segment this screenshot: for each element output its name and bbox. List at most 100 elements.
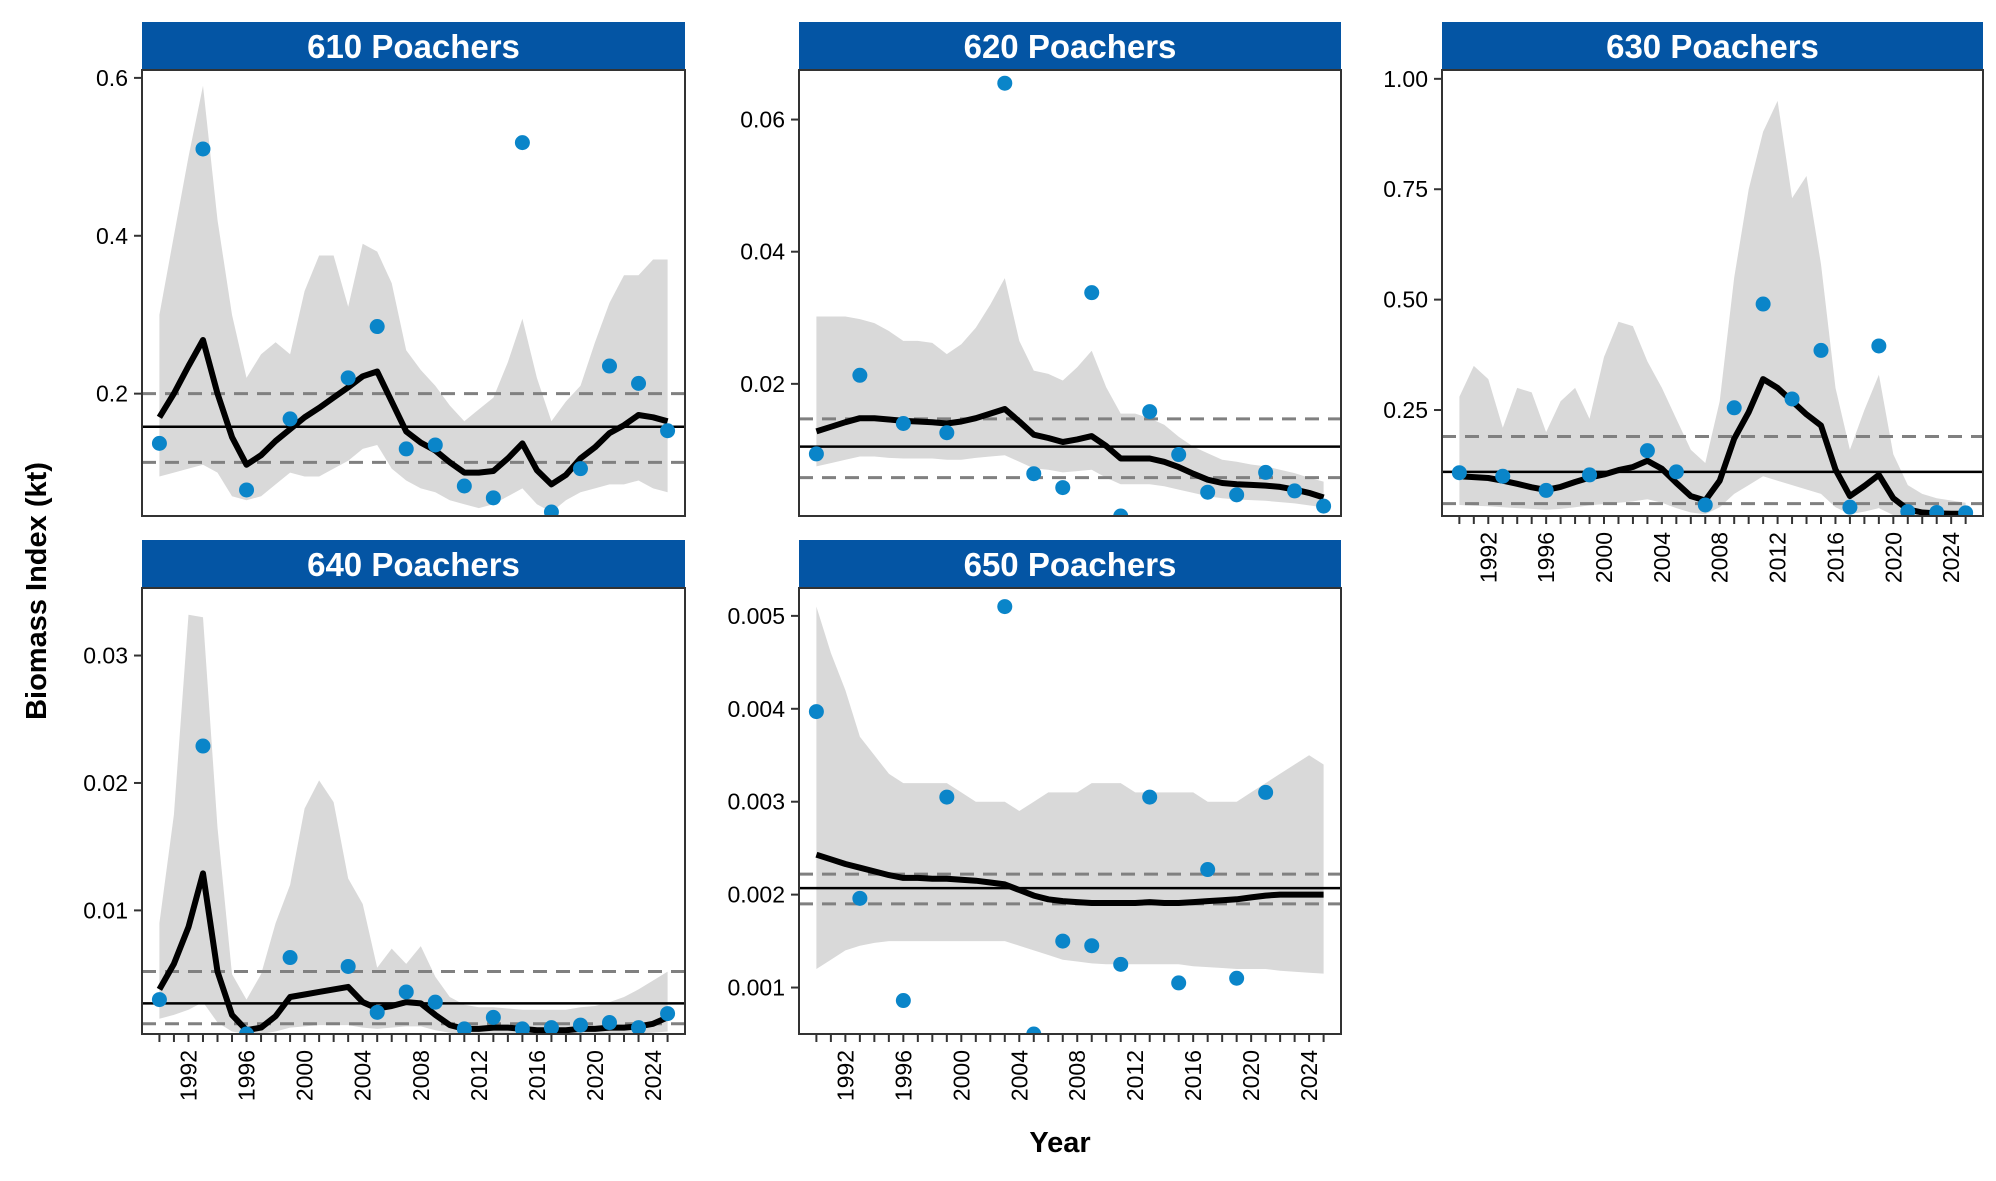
observed-biomass-point xyxy=(340,958,356,974)
observed-biomass-point xyxy=(1726,400,1742,416)
panel-border xyxy=(798,587,1342,1035)
observed-biomass-point xyxy=(1142,404,1158,420)
confidence-ribbon xyxy=(816,606,1324,974)
observed-biomass-point xyxy=(1200,484,1216,500)
observed-biomass-point xyxy=(1451,465,1467,481)
observed-biomass-point xyxy=(660,1006,676,1022)
observed-biomass-point xyxy=(1258,464,1274,480)
observed-biomass-point xyxy=(1084,285,1100,301)
panel-title: 620 Poachers xyxy=(964,28,1177,65)
observed-biomass-point xyxy=(1842,499,1858,515)
x-tick-label: 2020 xyxy=(1880,532,1906,583)
observed-biomass-point xyxy=(543,504,559,516)
observed-biomass-point xyxy=(808,704,824,720)
x-tick-label: 1996 xyxy=(1533,532,1559,583)
observed-biomass-point xyxy=(1813,342,1829,358)
x-tick-label: 2024 xyxy=(640,1050,666,1101)
x-tick-label: 2000 xyxy=(948,1050,974,1101)
observed-biomass-point xyxy=(485,1009,501,1025)
observed-biomass-point xyxy=(1784,391,1800,407)
y-tick-label: 0.04 xyxy=(740,239,785,265)
observed-biomass-point xyxy=(456,478,472,494)
observed-biomass-point xyxy=(369,319,385,335)
observed-biomass-point xyxy=(1171,975,1187,991)
observed-biomass-point xyxy=(340,370,356,386)
observed-biomass-point xyxy=(1084,938,1100,954)
panel-640: 640 Poachers 0.01 0.02 0.03 1992 1996 2000 2004… xyxy=(83,540,686,1101)
y-tick-label: 1.00 xyxy=(1383,66,1428,92)
panel-title: 650 Poachers xyxy=(964,546,1177,583)
panel-620: 620 Poachers 0.02 0.04 0.06 xyxy=(740,22,1342,517)
fitted-biomass-line xyxy=(815,851,1324,906)
x-tick-label: 2020 xyxy=(1238,1050,1264,1101)
observed-biomass-point xyxy=(572,461,588,477)
strip-background xyxy=(142,540,685,588)
observed-biomass-point xyxy=(239,482,255,498)
observed-biomass-point xyxy=(1538,482,1554,498)
panel-title: 630 Poachers xyxy=(1606,28,1819,65)
plot-area xyxy=(799,599,1341,1034)
observed-biomass-point xyxy=(1026,466,1042,482)
observed-biomass-point xyxy=(1316,498,1332,514)
plot-area xyxy=(799,75,1341,516)
y-tick-label: 0.02 xyxy=(83,770,128,796)
observed-biomass-point xyxy=(939,789,955,805)
observed-biomass-point xyxy=(852,890,868,906)
observed-biomass-point xyxy=(1171,447,1187,463)
x-tick-label: 2004 xyxy=(1006,1050,1032,1101)
observed-biomass-point xyxy=(602,1015,618,1031)
panel-border xyxy=(1441,69,1984,517)
y-tick-label: 0.25 xyxy=(1383,397,1428,423)
y-tick-label: 0.003 xyxy=(727,789,785,815)
observed-biomass-point xyxy=(282,411,298,427)
y-tick-label: 0.004 xyxy=(727,696,785,722)
observed-biomass-point xyxy=(1495,468,1511,484)
observed-biomass-point xyxy=(239,1026,255,1034)
panel-title: 640 Poachers xyxy=(307,546,520,583)
plot-area xyxy=(142,614,685,1034)
x-tick-label: 1992 xyxy=(175,1050,201,1101)
observed-biomass-point xyxy=(543,1020,559,1034)
observed-biomass-point xyxy=(572,1017,588,1033)
observed-biomass-point xyxy=(427,994,443,1010)
x-tick-label: 2008 xyxy=(408,1050,434,1101)
y-tick-label: 0.06 xyxy=(740,107,785,133)
confidence-ribbon xyxy=(159,85,668,513)
y-tick-label: 0.03 xyxy=(83,643,128,669)
confidence-ribbon xyxy=(159,614,668,1034)
y-tick-label: 0.02 xyxy=(740,371,785,397)
fitted-biomass-line xyxy=(156,337,669,488)
strip-background xyxy=(799,22,1341,70)
observed-biomass-point xyxy=(1697,497,1713,513)
observed-biomass-point xyxy=(1258,784,1274,800)
observed-biomass-point xyxy=(1871,338,1887,354)
x-tick-label: 2008 xyxy=(1064,1050,1090,1101)
confidence-ribbon xyxy=(816,278,1324,508)
x-tick-label: 1996 xyxy=(890,1050,916,1101)
x-tick-label: 2012 xyxy=(466,1050,492,1101)
observed-biomass-point xyxy=(485,490,501,506)
observed-biomass-point xyxy=(631,375,647,391)
x-tick-label: 2016 xyxy=(1180,1050,1206,1101)
x-tick-label: 2012 xyxy=(1765,532,1791,583)
observed-biomass-point xyxy=(398,984,414,1000)
plot-area xyxy=(1442,100,1983,516)
x-tick-label: 2000 xyxy=(292,1050,318,1101)
panel-title: 610 Poachers xyxy=(307,28,520,65)
observed-biomass-point xyxy=(997,75,1013,91)
x-tick-label: 2016 xyxy=(524,1050,550,1101)
y-tick-label: 0.6 xyxy=(96,65,128,91)
observed-biomass-point xyxy=(808,446,824,462)
panel-border xyxy=(798,69,1342,517)
observed-biomass-point xyxy=(456,1021,472,1034)
observed-biomass-point xyxy=(514,1021,530,1034)
strip-background xyxy=(1442,22,1983,70)
observed-biomass-point xyxy=(1287,483,1303,499)
observed-biomass-point xyxy=(997,599,1013,615)
y-axis-title: Biomass Index (kt) xyxy=(21,462,53,720)
observed-biomass-point xyxy=(369,1004,385,1020)
x-tick-label: 2008 xyxy=(1707,532,1733,583)
observed-biomass-point xyxy=(1958,505,1974,516)
x-tick-label: 2004 xyxy=(350,1050,376,1101)
observed-biomass-point xyxy=(1229,970,1245,986)
